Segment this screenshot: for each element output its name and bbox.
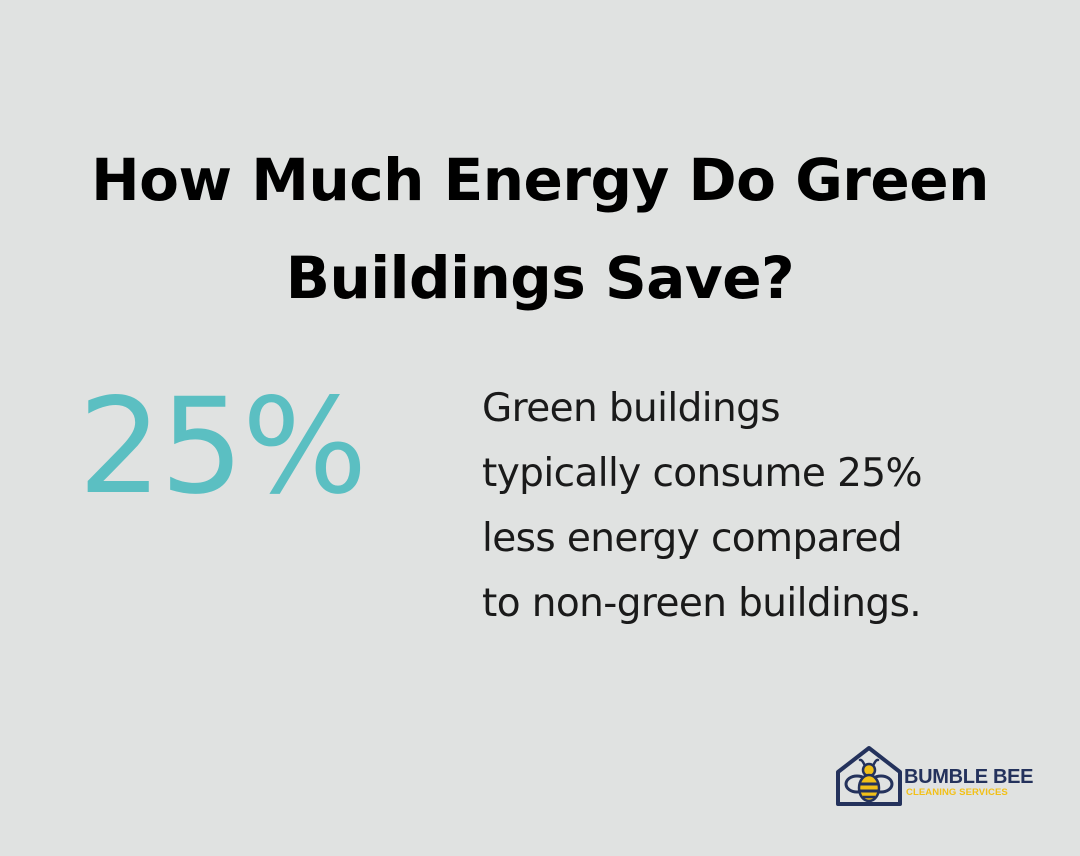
stat-description-line: Green buildings bbox=[482, 386, 781, 431]
bee-house-icon bbox=[836, 746, 902, 806]
stat-description-line: typically consume 25% bbox=[482, 451, 923, 496]
stat-description-line: to non-green buildings. bbox=[482, 581, 922, 626]
brand-tagline: CLEANING SERVICES bbox=[906, 787, 1008, 798]
brand-name: BUMBLE BEE bbox=[904, 766, 1034, 788]
page-title: How Much Energy Do Green Buildings Save? bbox=[0, 131, 1080, 327]
page-title-line-2: Buildings Save? bbox=[285, 243, 795, 312]
brand-logo: BUMBLE BEE CLEANING SERVICES bbox=[834, 744, 1054, 808]
stat-percentage: 25% bbox=[78, 370, 367, 524]
stat-description: Green buildings typically consume 25% le… bbox=[482, 376, 1042, 636]
stat-description-line: less energy compared bbox=[482, 516, 903, 561]
page-title-line-1: How Much Energy Do Green bbox=[91, 145, 989, 214]
